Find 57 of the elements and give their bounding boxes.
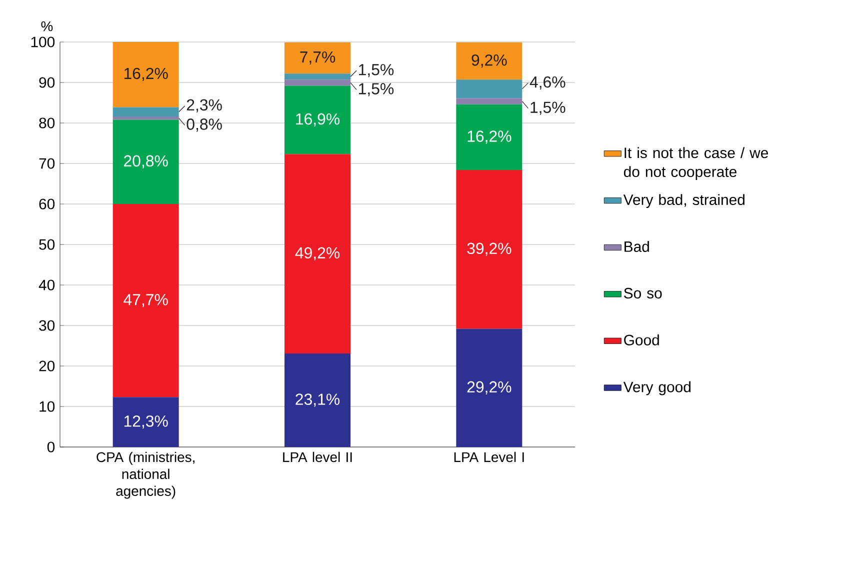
- bar: [112, 116, 179, 120]
- data-label: 4,6%: [530, 76, 566, 90]
- y-tick-label: 40: [38, 280, 55, 290]
- bar: [456, 80, 522, 98]
- data-label: 1,5%: [359, 83, 394, 96]
- y-tick-label: 100: [31, 36, 55, 48]
- legend-label: Good: [624, 334, 659, 346]
- data-label: 12,3%: [124, 416, 168, 429]
- y-tick-label: 20: [39, 360, 55, 372]
- legend-label: Bad: [624, 240, 649, 252]
- y-tick-label: 50: [39, 239, 55, 250]
- bar: [456, 170, 522, 329]
- bar: [112, 120, 179, 204]
- x-tick-label: LPA level II: [283, 452, 352, 462]
- bar: [456, 98, 522, 104]
- data-label: 1,5%: [359, 64, 394, 78]
- bar: [284, 74, 351, 80]
- data-label: 0,8%: [186, 118, 222, 132]
- data-label: 23,1%: [296, 394, 340, 407]
- y-axis-title: %: [41, 21, 53, 32]
- bar: [456, 104, 522, 170]
- bar: [284, 42, 351, 74]
- bar: [456, 328, 522, 447]
- bar: [284, 86, 351, 154]
- legend-label: Very good: [623, 381, 690, 396]
- legend-label: Very bad, strained: [623, 194, 744, 208]
- data-label: 16,2%: [124, 68, 168, 81]
- data-label: 47,7%: [124, 294, 168, 308]
- bar: [284, 80, 351, 86]
- y-tick-label: 70: [39, 158, 55, 169]
- data-label: 9,2%: [472, 54, 507, 68]
- data-label: 49,2%: [295, 247, 340, 260]
- data-label: 16,2%: [468, 130, 512, 144]
- y-tick-label: 60: [39, 198, 55, 210]
- y-tick-label: 0: [47, 442, 55, 452]
- y-tick-label: 90: [39, 77, 55, 88]
- data-label: 39,2%: [467, 242, 512, 256]
- legend-label: So so: [624, 288, 662, 298]
- bar: [456, 42, 522, 80]
- bar: [284, 353, 351, 447]
- bar: [112, 397, 179, 447]
- y-tick-label: 80: [39, 118, 55, 128]
- legend-label: It is not the case / we do not cooperate: [624, 147, 768, 180]
- y-tick-label: 10: [40, 401, 55, 412]
- data-label: 7,7%: [300, 51, 336, 65]
- x-tick-label: CPA (ministries, national agencies): [96, 452, 194, 499]
- y-tick-label: 30: [39, 320, 55, 331]
- x-tick-label: LPA Level I: [454, 452, 524, 462]
- data-label: 29,2%: [467, 381, 512, 394]
- data-label: 16,9%: [296, 113, 340, 127]
- data-label: 1,5%: [530, 102, 566, 115]
- bar: [112, 204, 179, 398]
- bar: [112, 107, 179, 117]
- bar: [284, 154, 351, 354]
- data-label: 20,8%: [124, 155, 168, 168]
- bar: [112, 42, 179, 108]
- data-label: 2,3%: [186, 99, 222, 112]
